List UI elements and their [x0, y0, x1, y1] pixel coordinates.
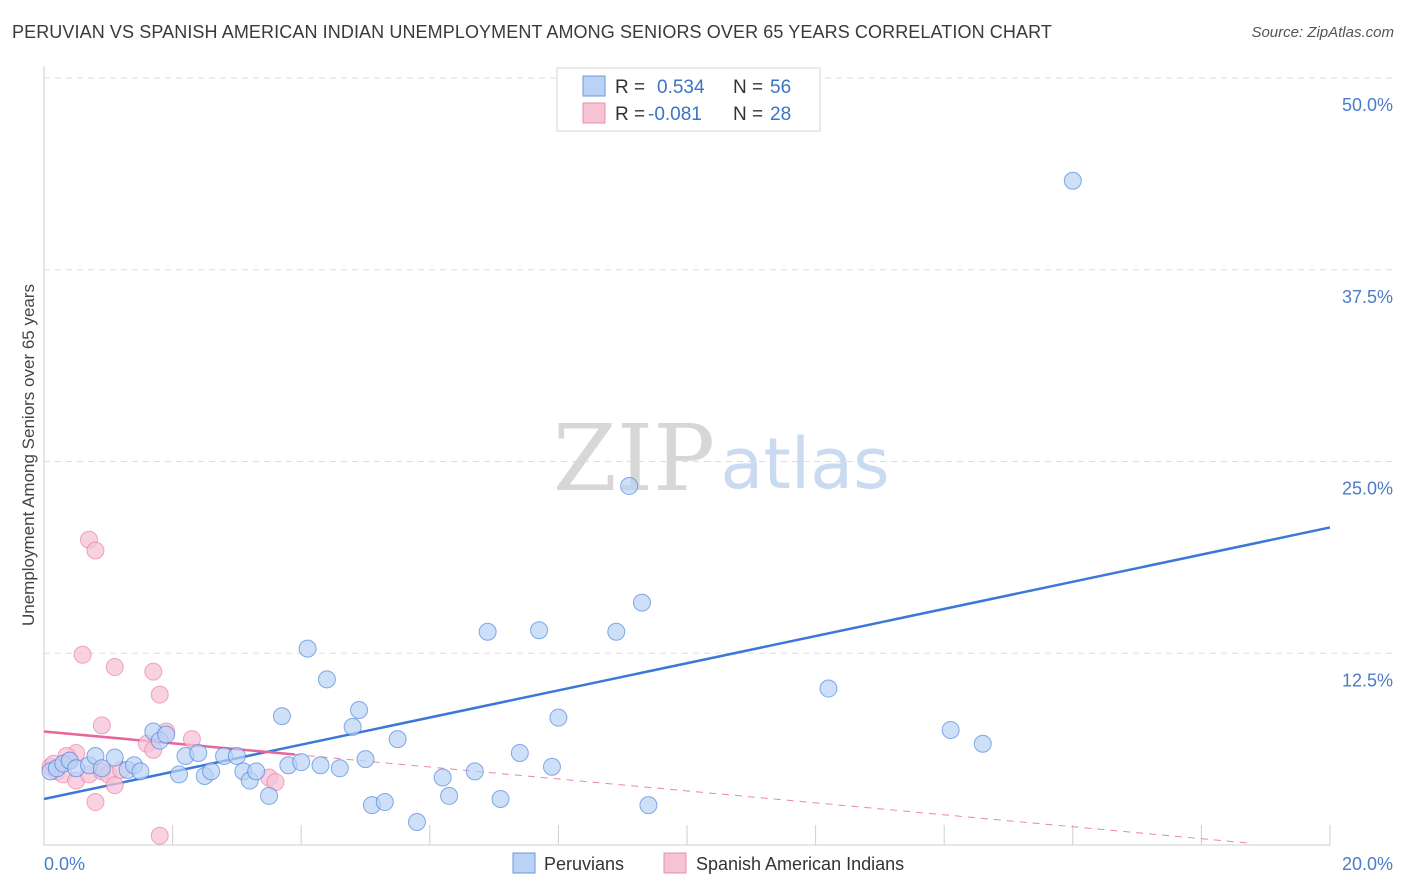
- data-point-peruvians: [510, 743, 529, 762]
- data-point-peruvians: [311, 756, 330, 775]
- trendline-spanish-american-indians-extension: [294, 753, 1253, 844]
- data-point-peruvians: [530, 621, 549, 640]
- data-point-spanish-american-indians: [86, 793, 105, 812]
- grid-lines: [44, 77, 1392, 654]
- data-point-peruvians: [819, 679, 838, 698]
- tick-labels: 12.5% 25.0% 37.5% 50.0% 0.0% 20.0%: [44, 95, 1393, 874]
- data-point-peruvians: [356, 750, 375, 769]
- legend-n-value-pink: 28: [770, 104, 791, 125]
- data-point-peruvians: [343, 717, 362, 736]
- data-point-peruvians: [478, 622, 497, 641]
- y-tick-label: 12.5%: [1342, 670, 1393, 690]
- data-point-peruvians: [317, 670, 336, 689]
- y-axis-label: Unemployment Among Seniors over 65 years: [19, 284, 38, 626]
- data-point-peruvians: [620, 477, 639, 496]
- legend-swatch-blue: [582, 75, 606, 97]
- data-point-peruvians: [131, 762, 150, 781]
- data-point-spanish-american-indians: [150, 685, 169, 704]
- data-point-peruvians: [260, 786, 279, 805]
- data-point-spanish-american-indians: [150, 826, 169, 845]
- data-point-peruvians: [632, 593, 651, 612]
- bottom-legend: Peruvians Spanish American Indians: [512, 852, 904, 874]
- data-point-peruvians: [105, 748, 124, 767]
- data-point-spanish-american-indians: [144, 662, 163, 681]
- y-tick-label: 37.5%: [1342, 287, 1393, 307]
- bottom-legend-swatch-spanish-american-indians: [663, 852, 687, 874]
- data-point-peruvians: [272, 707, 291, 726]
- legend-r-value-pink: -0.081: [648, 104, 702, 125]
- data-point-peruvians: [157, 725, 176, 744]
- legend-n-label: N =: [733, 104, 763, 125]
- data-point-peruvians: [549, 708, 568, 727]
- data-point-peruvians: [407, 812, 426, 831]
- data-point-spanish-american-indians: [105, 658, 124, 677]
- data-point-peruvians: [491, 789, 510, 808]
- trendline-spanish-american-indians: [43, 730, 295, 756]
- data-point-peruvians: [350, 701, 369, 720]
- data-point-peruvians: [433, 768, 452, 787]
- bottom-legend-peruvians: Peruvians: [544, 854, 624, 874]
- watermark-atlas: atlas: [720, 423, 889, 505]
- trendline-peruvians: [43, 526, 1331, 801]
- data-point-peruvians: [973, 734, 992, 753]
- data-point-peruvians: [941, 720, 960, 739]
- data-point-peruvians: [189, 743, 208, 762]
- data-point-peruvians: [375, 793, 394, 812]
- data-point-peruvians: [247, 762, 266, 781]
- axes: [43, 66, 1331, 846]
- y-tick-label: 25.0%: [1342, 479, 1393, 499]
- data-point-spanish-american-indians: [105, 776, 124, 795]
- data-point-peruvians: [542, 757, 561, 776]
- data-point-peruvians: [388, 730, 407, 749]
- data-point-peruvians: [440, 786, 459, 805]
- data-point-peruvians: [292, 753, 311, 772]
- data-point-spanish-american-indians: [73, 645, 92, 664]
- chart-source: Source: ZipAtlas.com: [1251, 24, 1394, 41]
- x-tick-label-min: 0.0%: [44, 854, 85, 874]
- data-point-peruvians: [202, 762, 221, 781]
- data-point-peruvians: [227, 747, 246, 766]
- x-tick-label-max: 20.0%: [1342, 854, 1393, 874]
- watermark-zip: ZIP: [553, 405, 715, 512]
- watermark: ZIP atlas: [553, 405, 890, 512]
- data-point-peruvians: [639, 796, 658, 815]
- legend-r-value-blue: 0.534: [657, 77, 705, 98]
- legend-swatch-pink: [582, 102, 606, 124]
- series-peruvians: [41, 171, 1082, 831]
- legend-n-value-blue: 56: [770, 77, 791, 98]
- data-point-peruvians: [170, 765, 189, 784]
- data-point-peruvians: [330, 759, 349, 778]
- series-spanish-american-indians: [41, 530, 285, 845]
- data-point-peruvians: [465, 762, 484, 781]
- legend-r-label: R =: [615, 77, 645, 98]
- data-point-peruvians: [92, 759, 111, 778]
- data-point-spanish-american-indians: [86, 541, 105, 560]
- bottom-legend-swatch-peruvians: [512, 852, 536, 874]
- y-tick-label: 50.0%: [1342, 95, 1393, 115]
- data-point-spanish-american-indians: [92, 716, 111, 735]
- bottom-legend-spanish-american-indians: Spanish American Indians: [696, 854, 904, 874]
- chart-title: PERUVIAN VS SPANISH AMERICAN INDIAN UNEM…: [12, 22, 1052, 42]
- trend-lines: [43, 526, 1331, 844]
- legend-n-label: N =: [733, 77, 763, 98]
- data-point-peruvians: [1063, 171, 1082, 190]
- legend-box: R = 0.534 N = 56 R = -0.081 N = 28: [556, 67, 821, 132]
- legend-r-label: R =: [615, 104, 645, 125]
- data-point-peruvians: [607, 622, 626, 641]
- data-point-peruvians: [298, 639, 317, 658]
